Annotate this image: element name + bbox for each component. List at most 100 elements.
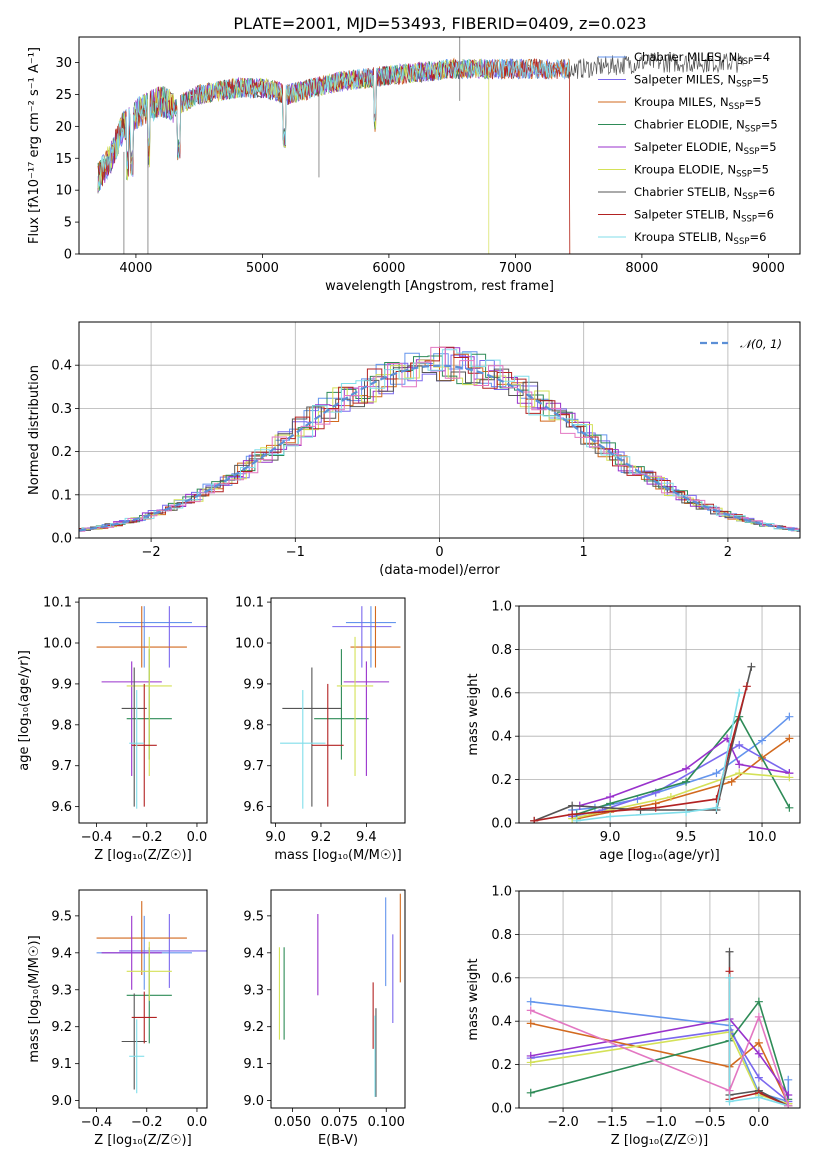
legend-main: Salpeter STELIB, N xyxy=(634,208,741,222)
residuals-hist-9 xyxy=(79,346,800,532)
weight-vs-age-marker-5 xyxy=(785,773,794,782)
age-vs-Z-point-4 xyxy=(101,661,162,776)
weight-vs-age-ytick-label: 0.0 xyxy=(491,817,512,832)
age-vs-Z-ytick-label: 9.9 xyxy=(51,677,72,692)
age-vs-mass-point-8 xyxy=(280,690,326,809)
mass-vs-Z-frame xyxy=(78,889,208,1109)
age-vs-mass-point-1 xyxy=(332,606,392,668)
legend-tail: =5 xyxy=(752,163,769,177)
weight-vs-age-marker-7 xyxy=(712,795,721,804)
weight-vs-Z-marker-x0 xyxy=(725,1086,734,1095)
weight-vs-age-marker-3 xyxy=(785,803,794,812)
weight-vs-age-ytick-label: 0.8 xyxy=(491,643,512,658)
age-vs-mass-xtick-label: 9.4 xyxy=(356,830,377,845)
age-vs-Z-xtick-label: 0.0 xyxy=(187,830,208,845)
spectrum-legend-label-4: Salpeter ELODIE, NSSP=5 xyxy=(634,140,777,157)
legend-main: Chabrier STELIB, N xyxy=(634,185,742,199)
mass-vs-Z-ytick-label: 9.4 xyxy=(51,946,72,961)
weight-vs-Z-xtick-label: 0.0 xyxy=(749,1115,770,1130)
weight-vs-Z-xtick-label: −2.0 xyxy=(547,1115,579,1130)
weight-vs-age-marker-0 xyxy=(785,712,794,721)
weight-vs-age-marker-6 xyxy=(568,801,577,810)
spectrum-line-3 xyxy=(97,59,490,191)
weight-vs-age-marker-5 xyxy=(735,769,744,778)
legend-sub: SSP xyxy=(736,170,752,180)
spectrum-spikes xyxy=(123,37,461,254)
spectrum-ytick-label: 15 xyxy=(55,152,72,167)
legend-main: Kroupa ELODIE, N xyxy=(634,163,736,177)
spectrum-frame xyxy=(78,36,801,255)
weight-vs-Z-marker-8 xyxy=(754,1093,763,1102)
residuals-xtick-label: −2 xyxy=(142,545,161,560)
spectrum-xtick-label: 9000 xyxy=(752,261,785,276)
spectrum-ytick-label: 30 xyxy=(55,56,72,71)
age-vs-Z-point-7 xyxy=(131,683,157,807)
weight-vs-age-xtick-label: 10.0 xyxy=(748,830,777,845)
age-vs-mass-point-5 xyxy=(336,636,374,776)
age-vs-mass-ytick-label: 10.1 xyxy=(235,596,264,611)
spectrum-ytick-label: 25 xyxy=(55,88,72,103)
weight-vs-age-marker-5 xyxy=(666,792,675,801)
weight-vs-Z-ytick-label: 1.0 xyxy=(491,885,512,900)
spectrum-xtick-label: 8000 xyxy=(625,261,658,276)
weight-vs-age-ytick-label: 0.2 xyxy=(491,773,512,788)
spectrum-axes: 4000 5000 6000 7000 8000 9000 0 5 10 15 20 25 30 wave… xyxy=(27,47,785,294)
weight-vs-Z-marker-5 xyxy=(526,1058,535,1067)
weight-vs-age-marker-4 xyxy=(735,760,744,769)
weight-vs-age-ylabel: mass weight xyxy=(466,673,481,755)
age-vs-mass-ytick-label: 9.6 xyxy=(243,800,264,815)
spectrum-line-5 xyxy=(97,58,490,254)
weight-vs-age-marker-0 xyxy=(712,769,721,778)
spectrum-ytick-label: 20 xyxy=(55,120,72,135)
weight-vs-age-marker-2 xyxy=(727,777,736,786)
spectrum-ytick-label: 10 xyxy=(55,184,72,199)
residuals-ytick-label: 0.0 xyxy=(51,532,72,547)
age-vs-Z-ytick-label: 9.7 xyxy=(51,759,72,774)
legend-sub: SSP xyxy=(734,237,750,247)
mass-vs-EBV-xtick-label: 0.075 xyxy=(321,1115,358,1130)
weight-vs-age-marker-2 xyxy=(785,734,794,743)
legend-tail: =4 xyxy=(753,50,770,64)
age-vs-Z-xtick-label: −0.2 xyxy=(131,830,163,845)
weight-vs-age-marker-7 xyxy=(651,803,660,812)
weight-vs-Z-marker-x0 xyxy=(784,1101,793,1108)
age-vs-Z-frame xyxy=(78,597,208,824)
mass-vs-Z-ytick-label: 9.0 xyxy=(51,1094,72,1109)
weight-vs-age-marker-4 xyxy=(682,764,691,773)
weight-vs-age-marker-1 xyxy=(735,740,744,749)
residuals-frame xyxy=(78,321,801,539)
age-vs-Z-point-1 xyxy=(119,606,207,668)
mass-vs-EBV-xtick-label: 0.050 xyxy=(274,1115,311,1130)
mass-vs-Z-point-1 xyxy=(119,914,207,988)
weight-vs-Z-series-3 xyxy=(530,999,790,1100)
spectrum-xtick-label: 4000 xyxy=(119,261,152,276)
spectrum-legend-label-0: Chabrier MILES, NSSP=4 xyxy=(634,50,770,67)
weight-vs-age-series-7 xyxy=(534,686,748,822)
weight-vs-age-marker-4 xyxy=(606,792,615,801)
mass-vs-EBV-ytick-label: 9.2 xyxy=(243,1020,264,1035)
spectrum-xtick-label: 7000 xyxy=(499,261,532,276)
residuals-ytick-label: 0.1 xyxy=(51,488,72,503)
residuals-xtick-label: −1 xyxy=(286,545,305,560)
weight-vs-age-marker-8 xyxy=(572,816,581,823)
weight-vs-Z-xtick-label: −1.5 xyxy=(596,1115,628,1130)
legend-main: Chabrier ELODIE, N xyxy=(634,118,745,132)
mass-vs-EBV-ytick-label: 9.1 xyxy=(243,1057,264,1072)
weight-vs-Z-marker-4 xyxy=(754,1049,763,1058)
age-vs-mass-point-6 xyxy=(282,667,342,807)
residuals-xtick-label: 1 xyxy=(580,545,588,560)
residuals-xtick-label: 2 xyxy=(724,545,732,560)
weight-vs-Z-marker-x0 xyxy=(754,1012,763,1021)
legend-main: Kroupa STELIB, N xyxy=(634,230,734,244)
age-vs-Z-point-6 xyxy=(121,667,147,807)
weight-vs-age-series-3 xyxy=(576,715,791,816)
weight-vs-Z-ytick-label: 0.2 xyxy=(491,1058,512,1073)
weight-vs-age-marker-8 xyxy=(606,812,615,821)
age-vs-mass-point-7 xyxy=(311,683,344,807)
weight-vs-Z-xtick-label: −1.0 xyxy=(645,1115,677,1130)
weight-vs-Z-ytick-label: 0.0 xyxy=(491,1102,512,1117)
legend-sub: SSP xyxy=(742,192,758,202)
mass-vs-EBV-ytick-label: 9.5 xyxy=(243,909,264,924)
weight-vs-age-xlabel: age [log₁₀(age/yr)] xyxy=(599,848,720,863)
weight-vs-Z-marker-2 xyxy=(754,1038,763,1047)
